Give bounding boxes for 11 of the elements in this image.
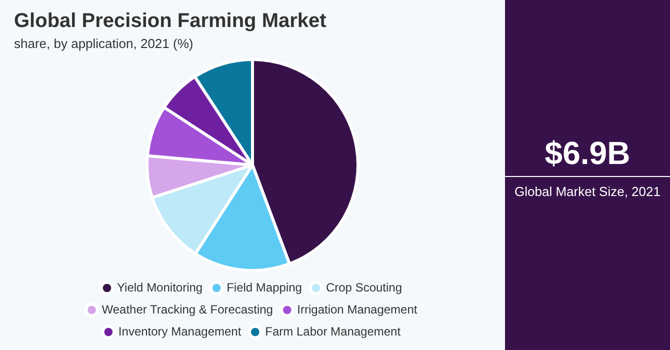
legend-label: Field Mapping <box>226 280 302 294</box>
legend-label: Yield Monitoring <box>116 280 203 294</box>
legend-label: Irrigation Management <box>297 302 418 316</box>
text: $6.9B <box>505 135 670 177</box>
legend-label: Weather Tracking & Forecasting <box>102 302 273 316</box>
legend-label: Farm Labor Management <box>265 324 402 338</box>
chart-subtitle: share, by application, 2021 (%) <box>14 36 194 51</box>
text: Global Market Size, 2021 <box>514 183 662 200</box>
legend-label: Crop Scouting <box>326 280 402 294</box>
legend-label: Inventory Management <box>118 324 242 338</box>
chart-title: Global Precision Farming Market <box>14 10 326 33</box>
